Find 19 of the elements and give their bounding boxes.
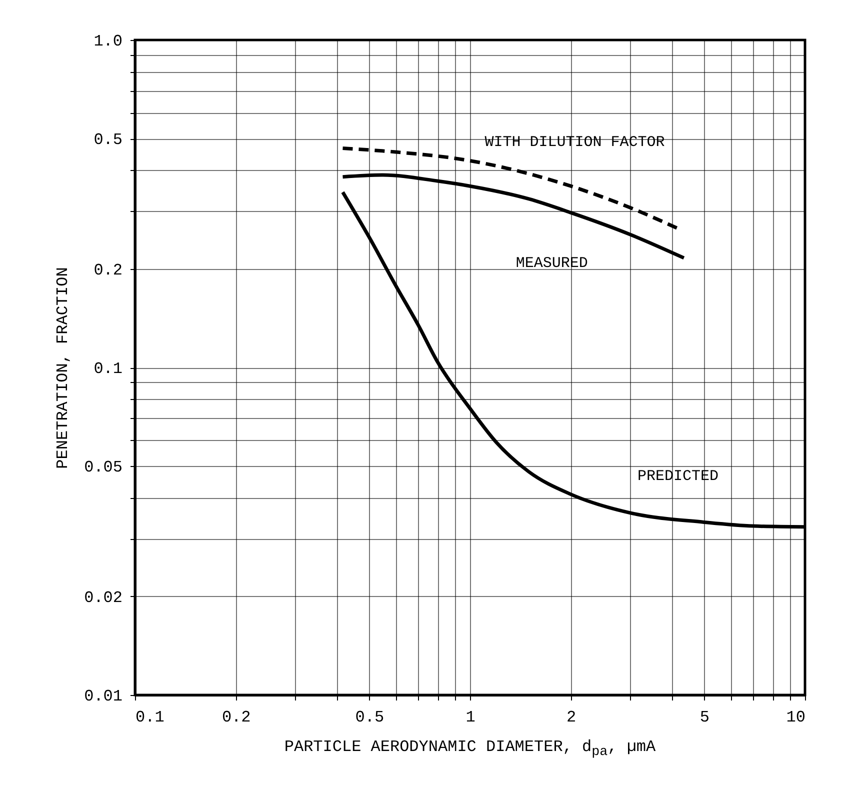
y-tick-label: 0.1 bbox=[94, 360, 122, 378]
y-tick-label: 1.0 bbox=[94, 32, 122, 50]
x-tick-label: 0.2 bbox=[222, 708, 251, 726]
x-tick-label: 10 bbox=[786, 708, 806, 726]
x-tick-label: 5 bbox=[700, 708, 710, 726]
series-label: PREDICTED bbox=[637, 468, 719, 485]
series-label: WITH DILUTION FACTOR bbox=[484, 134, 665, 151]
x-tick-label: 0.5 bbox=[355, 708, 384, 726]
x-axis-title: PARTICLE AERODYNAMIC DIAMETER, d$_{pa}$, µmA bbox=[283, 738, 657, 760]
y-axis-title: PENETRATION, FRACTION bbox=[54, 267, 72, 469]
y-tick-label: 0.02 bbox=[84, 588, 122, 607]
text: MEASURED bbox=[516, 254, 588, 272]
y-tick-label: 0.5 bbox=[94, 131, 122, 150]
x-tick-label: 2 bbox=[566, 708, 576, 726]
x-tick-label: 1 bbox=[466, 708, 476, 726]
y-tick-label: 0.05 bbox=[84, 458, 122, 477]
y-tick-label: 0.2 bbox=[94, 261, 122, 280]
x-tick-label: 0.1 bbox=[136, 708, 164, 726]
y-tick-label: 0.01 bbox=[84, 688, 122, 706]
